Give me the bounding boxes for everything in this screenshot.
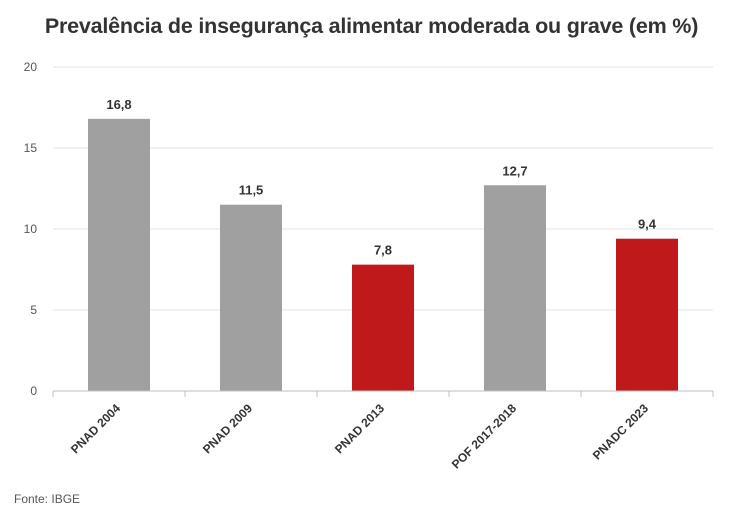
chart-title: Prevalência de insegurança alimentar mod… xyxy=(44,14,699,38)
y-tick-label: 15 xyxy=(24,141,38,155)
x-axis-ticks: PNAD 2004 PNAD 2009 PNAD 2013 POF 2017-2018… xyxy=(68,401,651,472)
bar xyxy=(484,185,546,391)
value-label: 7,8 xyxy=(374,243,392,258)
value-label: 9,4 xyxy=(638,217,657,232)
x-tick-label: PNAD 2013 xyxy=(332,401,387,456)
bar xyxy=(352,264,414,391)
value-label: 11,5 xyxy=(239,183,264,198)
value-label: 12,7 xyxy=(502,163,527,178)
x-tick-label: PNAD 2004 xyxy=(68,401,123,456)
x-tick-label: PNADC 2023 xyxy=(590,401,652,463)
y-tick-label: 20 xyxy=(24,60,38,74)
x-tick-label: POF 2017-2018 xyxy=(449,401,520,472)
bars xyxy=(88,118,678,391)
y-tick-label: 10 xyxy=(24,222,38,236)
y-axis-ticks: 0 5 10 15 20 xyxy=(24,60,38,398)
bar xyxy=(88,118,150,391)
bar xyxy=(220,204,282,391)
gridlines xyxy=(53,66,713,311)
y-tick-label: 5 xyxy=(30,303,37,317)
source-note: Fonte: IBGE xyxy=(14,492,81,506)
bar xyxy=(616,238,678,391)
y-tick-label: 0 xyxy=(30,384,37,398)
x-axis xyxy=(52,390,714,397)
x-tick-label: PNAD 2009 xyxy=(200,401,255,456)
value-label: 16,8 xyxy=(106,97,131,112)
value-labels: 16,8 11,5 7,8 12,7 9,4 xyxy=(106,97,656,258)
